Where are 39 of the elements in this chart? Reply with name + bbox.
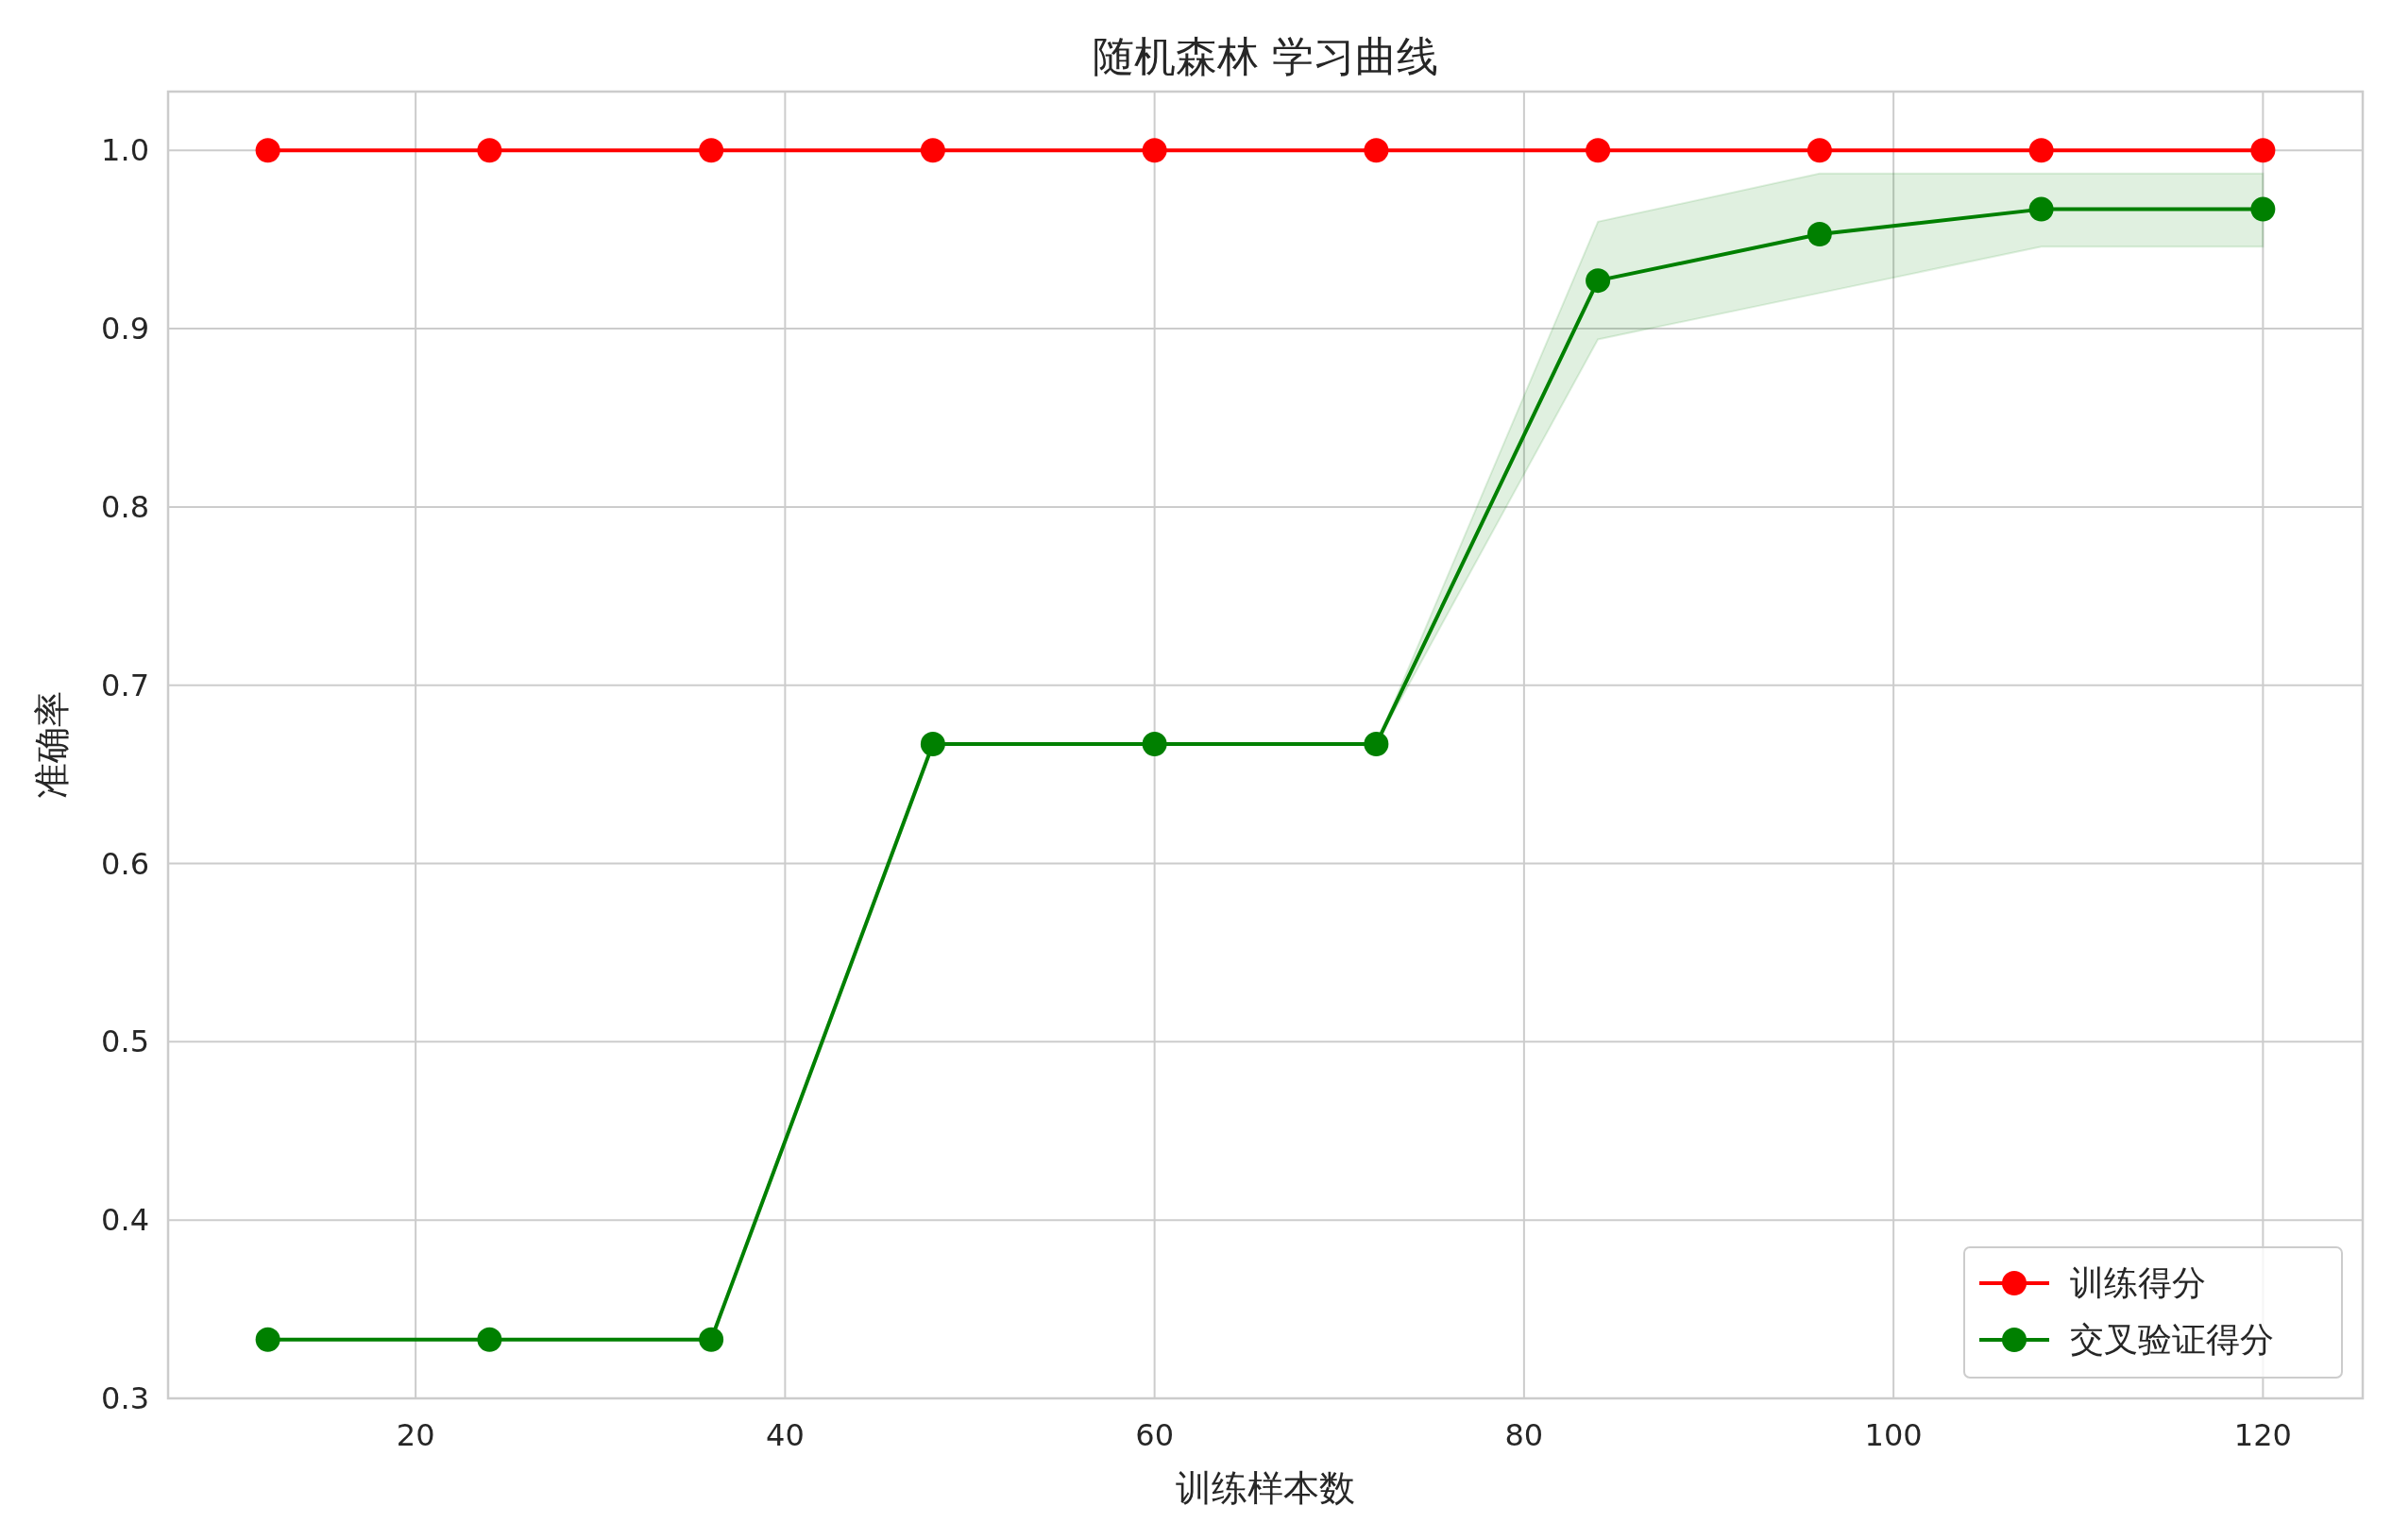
y-tick-label: 0.7 <box>101 667 149 703</box>
point <box>1586 138 1611 163</box>
point <box>477 138 502 163</box>
y-tick-label: 1.0 <box>101 132 149 169</box>
x-axis-title: 训练样本数 <box>1176 1467 1355 1509</box>
point <box>1142 138 1167 163</box>
point <box>1364 138 1389 163</box>
x-tick-label: 60 <box>1135 1417 1174 1453</box>
point <box>699 1327 724 1352</box>
y-tick-label: 0.6 <box>101 845 149 882</box>
y-tick-label: 0.3 <box>101 1380 149 1416</box>
point <box>2250 138 2276 163</box>
x-tick-label: 120 <box>2233 1417 2292 1453</box>
point <box>1364 732 1389 757</box>
point <box>255 1327 280 1352</box>
point <box>1807 138 1832 163</box>
y-axis-title: 准确率 <box>31 691 73 799</box>
y-tick-label: 0.5 <box>101 1024 149 1060</box>
point <box>1807 222 1832 247</box>
y-tick-label: 0.8 <box>101 488 149 525</box>
point <box>920 732 945 757</box>
point <box>477 1327 502 1352</box>
x-tick-label: 80 <box>1504 1417 1544 1453</box>
x-tick-label: 100 <box>1864 1417 1923 1453</box>
point <box>699 138 724 163</box>
point <box>1586 268 1611 294</box>
point <box>1142 732 1167 757</box>
x-tick-label: 20 <box>396 1417 435 1453</box>
legend-label: 训练得分 <box>2070 1263 2206 1302</box>
legend-label: 交叉验证得分 <box>2070 1320 2274 1359</box>
chart-title: 随机森林 学习曲线 <box>1093 32 1438 80</box>
y-tick-label: 0.9 <box>101 311 149 347</box>
x-tick-label: 40 <box>766 1417 805 1453</box>
point <box>2028 196 2054 222</box>
point <box>920 138 945 163</box>
point <box>2250 196 2276 222</box>
point <box>2028 138 2054 163</box>
point <box>255 138 280 163</box>
y-tick-label: 0.4 <box>101 1202 149 1239</box>
